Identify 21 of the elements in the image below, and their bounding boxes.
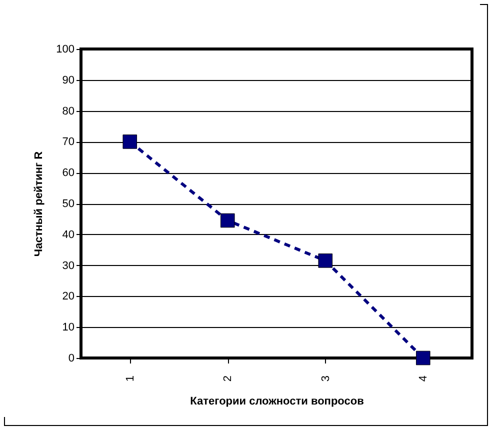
x-axis-title: Категории сложности вопросов — [190, 396, 364, 408]
point — [416, 350, 430, 366]
y-tick-label: 10 — [62, 322, 74, 334]
y-tick-label: 60 — [62, 167, 74, 180]
x-tick-label: 3 — [320, 376, 332, 382]
y-tick-label: 90 — [62, 74, 74, 86]
y-axis-title: Частный рейтинг R — [33, 151, 46, 257]
y-tick-label: 40 — [62, 228, 74, 241]
x-tick-label: 2 — [222, 376, 234, 382]
y-tick-label: 0 — [68, 352, 74, 364]
y-tick-label: 80 — [62, 105, 74, 118]
y-tick-label: 30 — [62, 260, 74, 272]
y-tick-label: 70 — [62, 136, 74, 148]
y-tick-label: 50 — [62, 198, 74, 210]
y-tick-label: 20 — [62, 290, 74, 303]
y-tick-label: 100 — [56, 44, 74, 56]
x-tick-label: 4 — [418, 376, 430, 382]
point — [122, 134, 138, 149]
point — [220, 213, 235, 228]
x-tick-label: 1 — [124, 376, 136, 382]
point — [318, 254, 333, 268]
